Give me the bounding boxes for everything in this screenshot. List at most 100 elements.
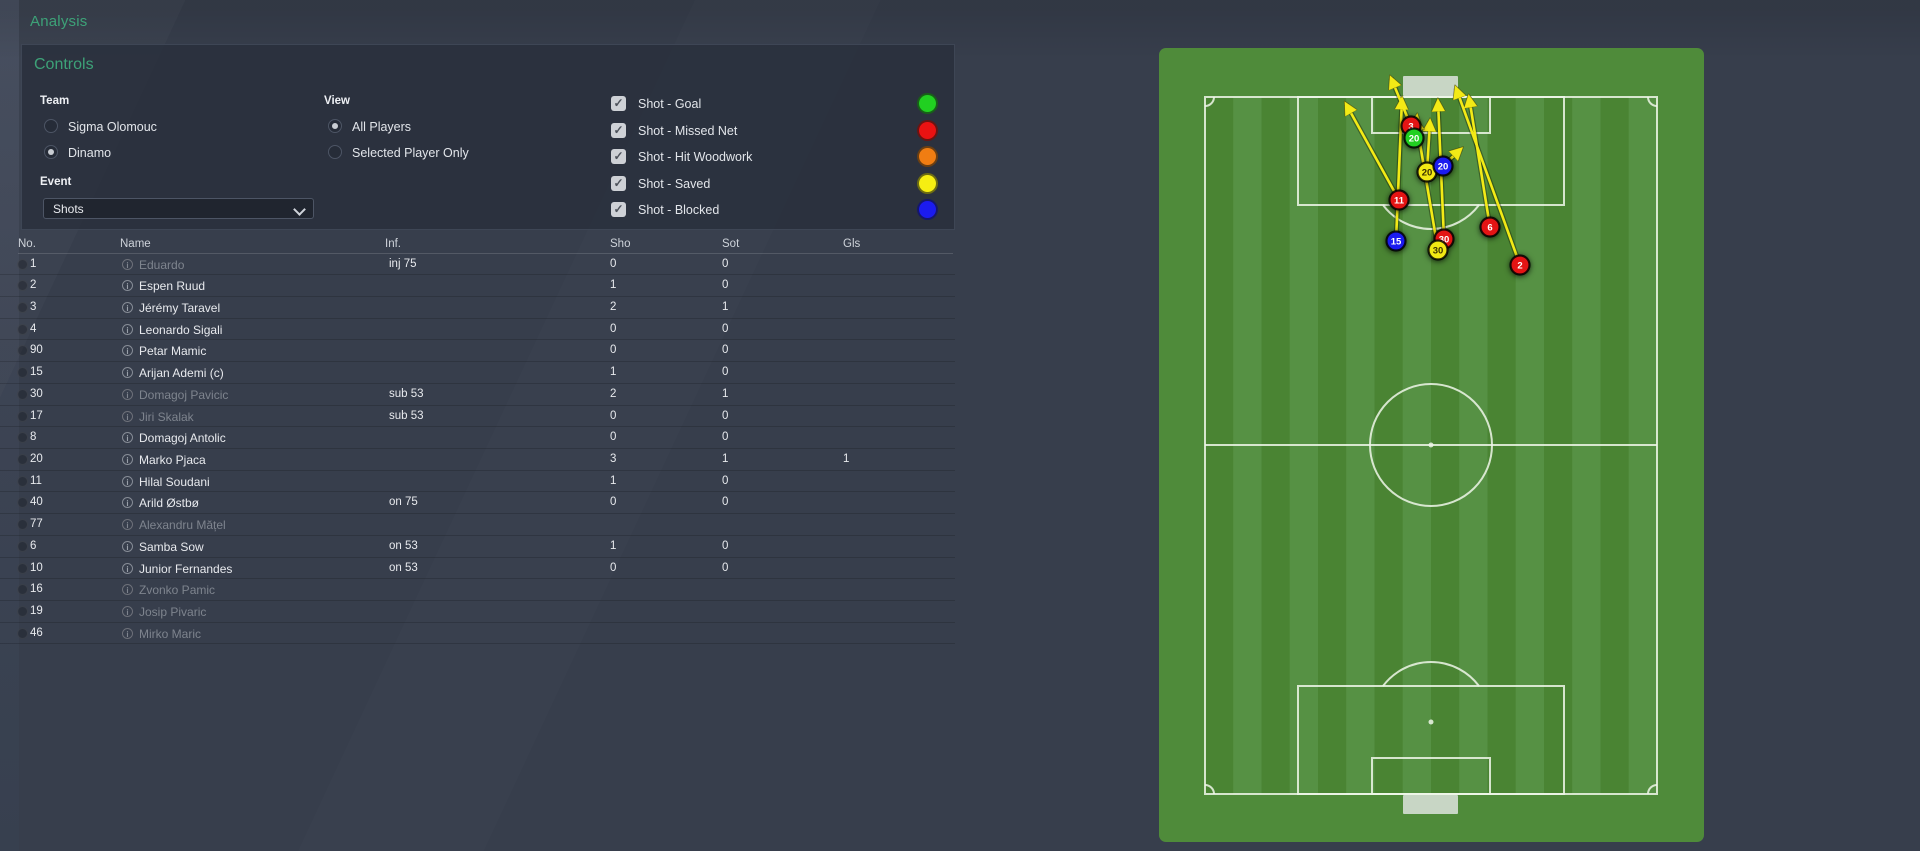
table-row-player-17[interactable]: 17 i Jiri Skalak sub 53 0 0 [0,406,955,428]
info-icon[interactable]: i [122,606,133,618]
table-row-player-77[interactable]: 77 i Alexandru Mățel [0,514,955,536]
player-number: 20 [30,452,43,465]
legend-row-shot-goal: ✓ Shot - Goal [611,93,951,117]
player-shots-on-target: 0 [722,431,729,444]
player-shots-on-target: 1 [722,452,729,465]
info-icon[interactable]: i [122,519,133,531]
row-selector-circle[interactable] [17,280,28,292]
team-group-label: Team [40,95,70,107]
row-selector-circle[interactable] [17,258,28,270]
row-selector-circle[interactable] [17,410,28,422]
row-selector-circle[interactable] [17,345,28,357]
table-row-player-8[interactable]: 8 i Domagoj Antolic 0 0 [0,427,955,449]
info-icon[interactable]: i [122,432,133,444]
row-selector-circle[interactable] [17,519,28,531]
player-number: 2 [30,279,37,292]
info-icon[interactable]: i [122,258,133,270]
player-number: 15 [30,366,43,379]
player-info: sub 53 [389,409,424,422]
player-name: Samba Sow [139,539,204,554]
column-header-gls: Gls [843,238,861,250]
left-edge-strip [0,0,19,851]
legend-color-dot [917,172,938,194]
info-icon[interactable]: i [122,280,133,292]
checkbox[interactable]: ✓ [611,202,626,218]
info-icon[interactable]: i [122,388,133,400]
player-info: sub 53 [389,387,424,400]
row-selector-circle[interactable] [17,453,28,465]
corner-arc [1204,96,1215,107]
legend-label: Shot - Missed Net [638,123,738,138]
info-icon[interactable]: i [122,367,133,379]
row-selector-circle[interactable] [17,562,28,574]
row-selector-circle[interactable] [17,627,28,639]
table-row-player-90[interactable]: 90 i Petar Mamic 0 0 [0,340,955,363]
table-row-player-1[interactable]: 1 i Eduardo inj 75 0 0 [0,254,955,276]
table-row-player-3[interactable]: 3 i Jérémy Taravel 2 1 [0,297,955,319]
legend-color-dot [917,93,938,114]
player-shots: 0 [610,496,617,509]
radio-icon[interactable] [44,145,58,159]
table-row-player-6[interactable]: 6 i Samba Sow on 53 1 0 [0,536,955,558]
info-icon[interactable]: i [122,627,133,639]
penalty-arc-bottom [1382,661,1480,687]
info-icon[interactable]: i [122,497,133,509]
info-icon[interactable]: i [122,562,133,574]
checkbox[interactable]: ✓ [611,96,626,111]
info-icon[interactable]: i [122,323,133,335]
info-icon[interactable]: i [122,540,133,552]
row-selector-circle[interactable] [17,388,28,400]
row-selector-circle[interactable] [17,475,28,487]
radio-icon[interactable] [44,119,58,133]
event-select[interactable]: Shots [43,198,314,219]
player-shots-on-target: 0 [722,279,729,292]
player-number: 16 [30,583,43,596]
player-shots-on-target: 0 [722,366,729,379]
shot-marker-blocked-player-15: 15 [1385,230,1407,252]
info-icon[interactable]: i [122,584,133,596]
row-selector-circle[interactable] [17,323,28,335]
info-icon[interactable]: i [122,410,133,422]
player-name: Mirko Maric [139,626,201,641]
table-row-player-11[interactable]: 11 i Hilal Soudani 1 0 [0,471,955,493]
column-header-sot: Sot [722,238,740,250]
table-row-player-19[interactable]: 19 i Josip Pivaric [0,601,955,623]
player-shots-on-target: 1 [722,387,729,400]
corner-arc [1647,96,1658,107]
row-selector-circle[interactable] [17,367,28,379]
row-selector-circle[interactable] [17,497,28,509]
info-icon[interactable]: i [122,345,133,357]
info-icon[interactable]: i [122,453,133,465]
table-row-player-2[interactable]: 2 i Espen Ruud 1 0 [0,275,955,297]
row-selector-circle[interactable] [17,584,28,596]
table-row-player-16[interactable]: 16 i Zvonko Pamic [0,579,955,601]
checkbox[interactable]: ✓ [611,149,626,165]
row-selector-circle[interactable] [17,606,28,618]
radio-label: Selected Player Only [352,146,469,160]
table-row-player-46[interactable]: 46 i Mirko Maric [0,623,955,645]
info-icon[interactable]: i [122,475,133,487]
info-icon[interactable]: i [122,301,133,313]
checkbox[interactable]: ✓ [611,175,626,191]
player-number: 46 [30,626,43,639]
radio-icon[interactable] [328,119,342,133]
table-row-player-15[interactable]: 15 i Arijan Ademi (c) 1 0 [0,362,955,384]
table-row-player-4[interactable]: 4 i Leonardo Sigali 0 0 [0,319,955,341]
checkbox[interactable]: ✓ [611,122,626,138]
table-row-player-10[interactable]: 10 i Junior Fernandes on 53 0 0 [0,558,955,580]
player-name: Jiri Skalak [139,409,194,424]
player-shots-on-target: 1 [722,300,729,313]
legend-row-shot-blocked: ✓ Shot - Blocked [611,199,951,223]
table-row-player-20[interactable]: 20 i Marko Pjaca 3 1 1 [0,449,955,471]
marker-number: 3 [1408,121,1413,132]
radio-label: Dinamo [68,146,112,160]
table-row-player-30[interactable]: 30 i Domagoj Pavicic sub 53 2 1 [0,384,955,406]
marker-circle [1432,155,1454,177]
row-selector-circle[interactable] [17,301,28,313]
row-selector-circle[interactable] [17,540,28,552]
player-name: Domagoj Pavicic [139,387,229,402]
table-row-player-40[interactable]: 40 i Arild Østbø on 75 0 0 [0,492,955,515]
radio-icon[interactable] [328,145,342,159]
player-name: Arijan Ademi (c) [139,366,224,381]
row-selector-circle[interactable] [17,432,28,444]
